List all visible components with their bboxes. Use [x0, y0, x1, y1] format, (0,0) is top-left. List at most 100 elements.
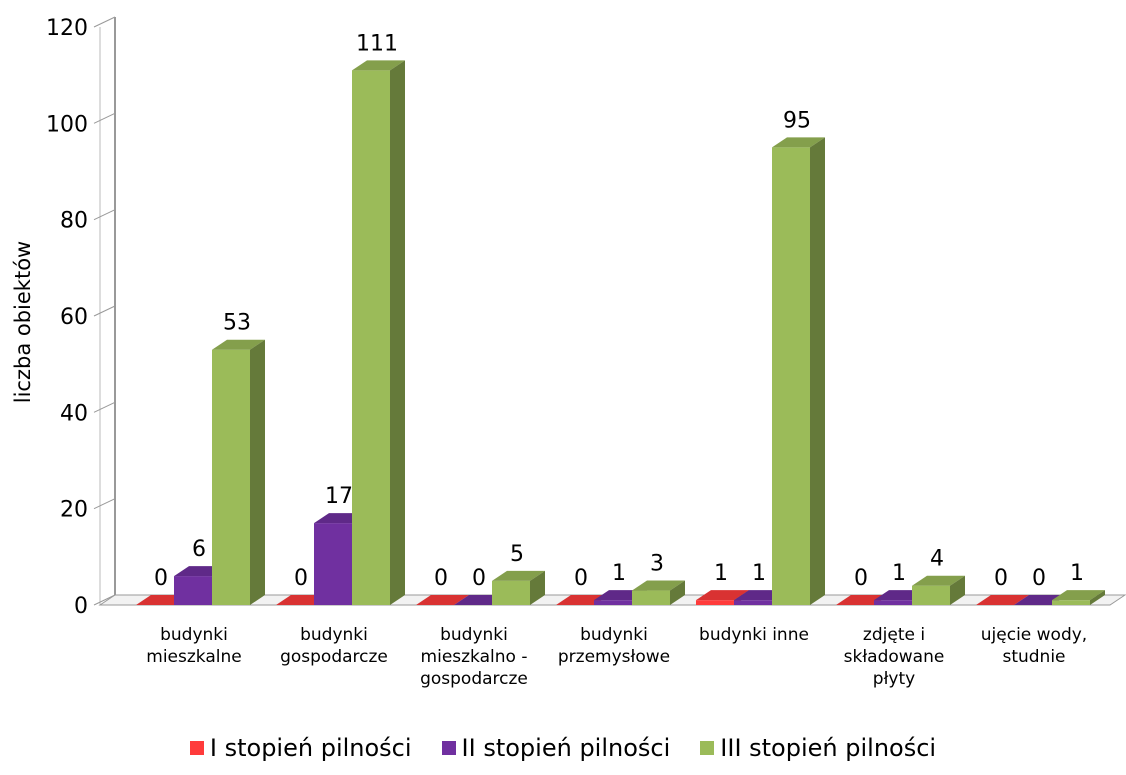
category-label-line: budynki	[300, 625, 368, 645]
category-label-line: budynki	[580, 625, 648, 645]
bar-top	[212, 339, 265, 350]
category-label: budynki inne	[699, 625, 809, 645]
data-label: 0	[994, 566, 1008, 591]
bar-top	[1052, 590, 1105, 601]
bar	[212, 339, 265, 605]
bar-front	[594, 600, 632, 605]
y-tick-label: 60	[60, 305, 88, 330]
bar-top	[492, 570, 545, 581]
bar-front	[212, 349, 250, 605]
category-label-line: składowane	[844, 647, 945, 667]
category-label-line: budynki	[440, 625, 508, 645]
bar-side	[950, 575, 965, 605]
category-label: budynki gospodarcze	[280, 625, 388, 667]
category-label-line: płyty	[873, 669, 915, 689]
bar	[352, 60, 405, 606]
data-label: 1	[1070, 561, 1084, 586]
y-tick-mark	[93, 209, 116, 221]
legend-label: III stopień pilności	[720, 734, 937, 762]
y-tick-mark	[93, 112, 116, 124]
y-tick-mark	[93, 498, 116, 510]
bar-side	[530, 570, 545, 605]
data-label: 0	[434, 566, 448, 591]
data-label: 0	[472, 566, 486, 591]
y-tick-label: 120	[46, 16, 88, 41]
data-label: 4	[930, 547, 944, 572]
bar-top	[696, 590, 749, 601]
chart-bars	[136, 60, 1105, 606]
y-tick-mark	[93, 594, 116, 606]
bar-front	[314, 523, 352, 605]
bar-front	[696, 600, 734, 605]
y-tick-label: 20	[60, 498, 88, 523]
y-tick-label: 0	[74, 594, 88, 619]
bar-side	[810, 137, 825, 605]
bar-top	[976, 595, 1029, 605]
bar-front	[734, 600, 772, 605]
bar-top	[416, 595, 469, 605]
bar-side	[670, 580, 685, 605]
category-label-line: studnie	[1002, 647, 1065, 667]
data-label: 1	[714, 561, 728, 586]
bar	[416, 595, 469, 605]
bar-top	[772, 137, 825, 148]
bar-front	[874, 600, 912, 605]
data-label: 0	[154, 566, 168, 591]
data-label: 0	[574, 566, 588, 591]
data-label: 1	[612, 561, 626, 586]
data-label: 5	[510, 542, 524, 567]
bar-top	[632, 580, 685, 591]
bar-front	[352, 70, 390, 606]
category-label-line: budynki	[160, 625, 228, 645]
bar	[912, 575, 965, 605]
category-label: zdjęte i składowane płyty	[844, 625, 945, 689]
y-axis-label: liczba obiektów	[11, 241, 35, 403]
data-label: 0	[854, 566, 868, 591]
category-label-line: gospodarcze	[420, 669, 528, 689]
legend-swatch	[700, 741, 715, 755]
bar-front	[772, 147, 810, 605]
data-label: 6	[192, 537, 206, 562]
y-tick-mark	[93, 305, 116, 317]
y-tick-mark	[93, 16, 116, 28]
bar-top	[352, 60, 405, 71]
bar	[492, 570, 545, 605]
data-label: 0	[1032, 566, 1046, 591]
bar-front	[1052, 600, 1090, 605]
legend-item: II stopień pilności	[441, 734, 671, 762]
bar-front	[492, 580, 530, 605]
bar-side	[1090, 590, 1105, 605]
bar-side	[390, 60, 405, 606]
bar-front	[632, 590, 670, 605]
data-label: 95	[783, 108, 811, 133]
category-label: budynki przemysłowe	[558, 625, 670, 667]
bar	[1052, 590, 1105, 605]
data-label: 1	[892, 561, 906, 586]
data-label: 53	[223, 311, 251, 336]
bar-top	[912, 575, 965, 586]
y-axis-ticks: 0 20 40 60 80 100 120	[46, 16, 116, 619]
category-label-line: budynki inne	[699, 625, 809, 645]
legend-swatch	[189, 741, 204, 755]
y-tick-label: 80	[60, 209, 88, 234]
y-tick-label: 40	[60, 401, 88, 426]
data-label: 17	[325, 484, 353, 509]
category-label: budynki mieszkalno -gospodarcze	[420, 625, 528, 689]
legend-label: II stopień pilności	[461, 734, 671, 762]
category-label-line: zdjęte i	[863, 625, 925, 645]
category-label-line: przemysłowe	[558, 647, 670, 667]
legend-item: I stopień pilności	[189, 734, 412, 762]
category-label: budynki mieszkalne	[146, 625, 241, 667]
category-label-line: mieszkalne	[146, 647, 241, 667]
category-label-line: gospodarcze	[280, 647, 388, 667]
category-label-line: mieszkalno -	[421, 647, 528, 667]
data-label: 3	[650, 552, 664, 577]
bar	[772, 137, 825, 605]
category-label-line: ujęcie wody,	[981, 625, 1087, 645]
y-tick-label: 100	[46, 112, 88, 137]
y-tick-mark	[93, 401, 116, 413]
data-label: 111	[356, 31, 398, 56]
